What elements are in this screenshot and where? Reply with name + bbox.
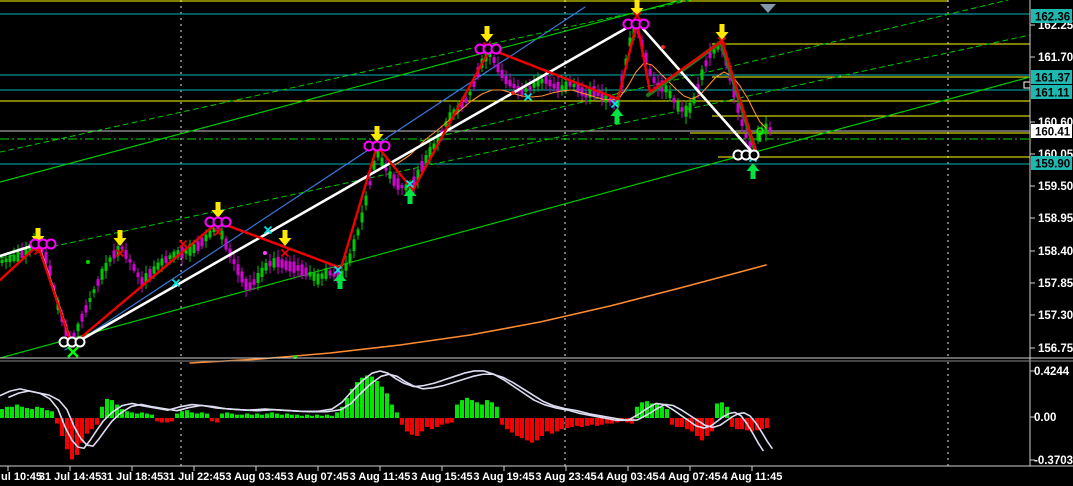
green-dashed-a bbox=[0, 0, 692, 153]
x-mark-icon bbox=[632, 11, 642, 21]
price-level-badge bbox=[1031, 70, 1072, 84]
panel-separator[interactable] bbox=[0, 357, 1073, 362]
x-mark-icon bbox=[717, 36, 727, 46]
price-tick-label: 157.85 bbox=[1038, 278, 1073, 290]
price-level-badge bbox=[1031, 85, 1072, 99]
x-mark-icon bbox=[523, 92, 533, 102]
price-level-badge-label: 162.36 bbox=[1035, 12, 1070, 24]
price-tick-label: 158.40 bbox=[1038, 246, 1073, 258]
time-tick-label: 31 Jul 22:45 bbox=[163, 471, 225, 483]
x-mark-icon bbox=[405, 179, 415, 189]
x-mark-icon bbox=[67, 346, 79, 358]
price-level-badge bbox=[1031, 9, 1072, 23]
price-tick-label: 158.95 bbox=[1038, 213, 1073, 225]
x-mark-icon bbox=[213, 227, 223, 237]
indicator-tick-label: 0.4244 bbox=[1034, 366, 1070, 378]
x-mark-icon bbox=[280, 248, 290, 258]
x-mark-icon bbox=[115, 248, 125, 258]
zigzag-circle-chain bbox=[58, 336, 86, 348]
time-tick-label: 3 Aug 11:45 bbox=[350, 471, 411, 483]
price-level-badge bbox=[1031, 156, 1072, 170]
green-channel-upper bbox=[0, 0, 683, 183]
zigzag-circle-chain bbox=[204, 216, 232, 228]
buy-arrow-icon bbox=[403, 188, 417, 204]
sell-arrow-icon bbox=[370, 126, 384, 142]
price-level-badge bbox=[1031, 124, 1072, 138]
sell-arrow-icon bbox=[211, 202, 225, 218]
price-level-badge-label: 161.37 bbox=[1035, 73, 1070, 85]
zigzag-circle-chain bbox=[363, 140, 391, 152]
price-tick-label: 157.30 bbox=[1038, 310, 1073, 322]
sell-arrow-icon bbox=[278, 230, 292, 246]
buy-arrow-icon bbox=[333, 273, 347, 289]
fractal-dot-icon bbox=[86, 260, 90, 264]
buy-arrow-icon bbox=[610, 108, 624, 124]
sell-arrow-icon bbox=[480, 26, 494, 42]
time-tick-label: 3 Aug 07:45 bbox=[287, 471, 348, 483]
x-mark-icon bbox=[333, 265, 343, 275]
price-level-badge-label: 161.11 bbox=[1035, 88, 1070, 100]
indicator-tick-label: 0.00 bbox=[1034, 412, 1056, 424]
green-dashed-b bbox=[419, 0, 1009, 142]
price-level-badge-label: 160.41 bbox=[1035, 127, 1071, 139]
gray-triangle-icon bbox=[760, 4, 776, 13]
fractal-dot-icon bbox=[661, 45, 665, 49]
sell-arrow-icon bbox=[113, 230, 127, 246]
candles-layer bbox=[0, 21, 772, 349]
time-tick-label: 4 Aug 11:45 bbox=[722, 471, 783, 483]
zigzag-circle-chain bbox=[474, 43, 502, 55]
time-tick-label: 4 Aug 07:45 bbox=[659, 471, 720, 483]
price-tick-label: 161.70 bbox=[1038, 52, 1073, 64]
indicator-panel[interactable] bbox=[0, 370, 773, 460]
x-mark-icon bbox=[263, 225, 273, 235]
fractal-dot-icon bbox=[263, 251, 267, 255]
signal-markers bbox=[29, 0, 776, 359]
time-tick-label: 3 Aug 15:45 bbox=[411, 471, 472, 483]
time-tick-label: ul 10:45 bbox=[1, 471, 42, 483]
price-tick-label: 159.50 bbox=[1038, 181, 1073, 193]
price-level-badge-label: 159.90 bbox=[1035, 159, 1070, 171]
sell-arrow-icon bbox=[715, 24, 729, 40]
time-tick-label: 4 Aug 03:45 bbox=[597, 471, 658, 483]
horizontal-level-lines bbox=[0, 0, 1030, 165]
indicator-tick-label: -0.3703 bbox=[1034, 455, 1073, 467]
price-scale[interactable]: 162.25161.70160.60160.05159.50158.95158.… bbox=[1029, 0, 1073, 466]
time-tick-label: 31 Jul 14:45 bbox=[39, 471, 101, 483]
time-tick-label: 31 Jul 18:45 bbox=[101, 471, 163, 483]
time-tick-label: 3 Aug 23:45 bbox=[535, 471, 596, 483]
x-mark-icon bbox=[610, 99, 620, 109]
zigzag-circle-chain bbox=[622, 18, 650, 30]
zigzag-circle-chain bbox=[29, 238, 57, 250]
x-mark-icon bbox=[171, 278, 181, 288]
x-mark-icon bbox=[178, 239, 188, 249]
fractal-dot-icon bbox=[511, 91, 515, 95]
time-tick-label: 3 Aug 19:45 bbox=[473, 471, 534, 483]
zigzag-circle-chain bbox=[732, 149, 760, 161]
green-channel-lower bbox=[0, 76, 1031, 359]
sell-arrow-icon bbox=[630, 0, 644, 16]
price-tick-label: 156.75 bbox=[1038, 343, 1073, 355]
green-dashed-c bbox=[0, 34, 1031, 259]
indicator-scale[interactable]: 0.4244 0.00 -0.3703 bbox=[1029, 362, 1073, 467]
buy-arrow-icon bbox=[746, 163, 760, 179]
time-tick-label: 3 Aug 03:45 bbox=[225, 471, 286, 483]
